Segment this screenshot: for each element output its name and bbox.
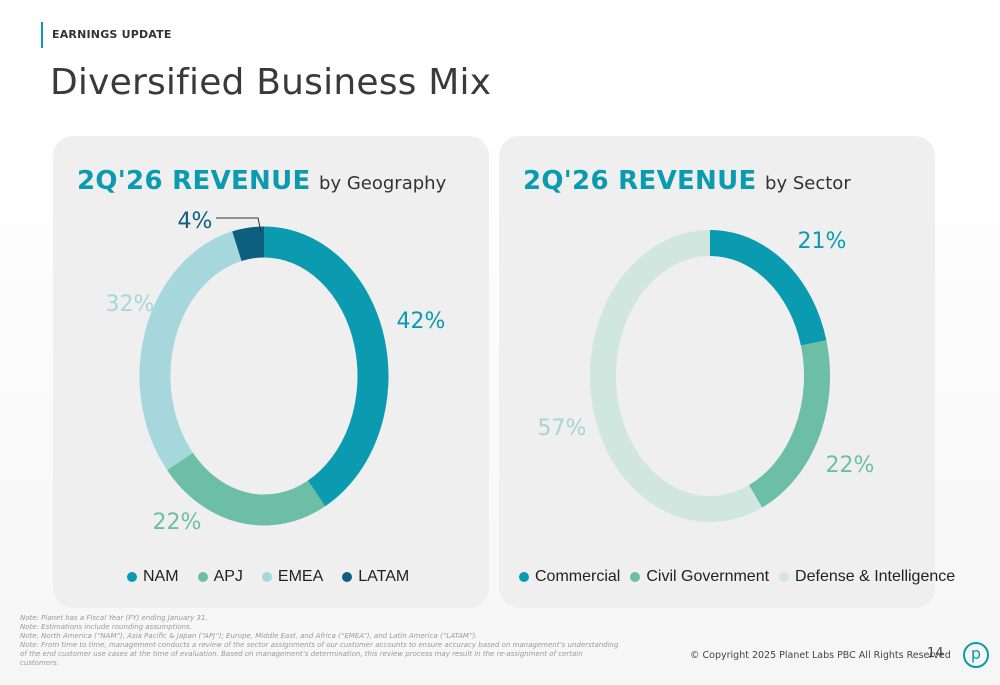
geography-chart-panel: 2Q'26 REVENUE by Geography 42% 22% 32% 4% N… — [53, 136, 489, 608]
legend-swatch — [261, 572, 272, 582]
donut-slice-commercial — [709, 230, 827, 346]
legend-swatch — [342, 572, 353, 582]
geography-chart-subtitle: by Geography — [319, 173, 447, 194]
legend-item-commercial: Commercial — [519, 568, 620, 586]
geography-legend: NAM APJ EMEA LATAM — [127, 568, 428, 586]
footnote: Note: Planet has a Fiscal Year (FY) endi… — [20, 614, 208, 622]
copyright-text: © Copyright 2025 Planet Labs PBC All Rig… — [690, 650, 951, 661]
planet-logo: p — [963, 642, 989, 668]
data-label-latam: 4% — [178, 209, 213, 234]
legend-swatch — [630, 572, 641, 582]
sector-chart-panel: 2Q'26 REVENUE by Sector 21% 22% 57% Commer… — [499, 136, 955, 608]
legend-swatch — [519, 572, 529, 582]
page-title: Diversified Business Mix — [50, 62, 492, 103]
footnote: Note: North America (“NAM”), Asia Pacifi… — [20, 632, 478, 640]
geography-donut-chart: 42% 22% 32% 4% — [106, 209, 446, 535]
footnotes: Note: Planet has a Fiscal Year (FY) endi… — [20, 614, 620, 668]
data-label-apj: 22% — [153, 510, 202, 535]
legend-label: EMEA — [277, 568, 324, 585]
donut-slice-nam — [263, 226, 389, 507]
sector-chart-title-main: 2Q'26 REVENUE — [523, 166, 757, 196]
legend-label: NAM — [143, 568, 179, 585]
legend-item-emea: EMEA — [261, 568, 324, 586]
legend-label: Civil Government — [646, 568, 770, 585]
data-label-civil-government: 22% — [826, 453, 875, 478]
legend-item-civil-government: Civil Government — [630, 568, 769, 586]
data-label-emea: 32% — [106, 292, 155, 317]
sector-donut-chart: 21% 22% 57% — [538, 229, 875, 522]
legend-label: Defense & Intelligence — [795, 568, 956, 585]
sector-chart-subtitle: by Sector — [765, 173, 851, 194]
footnote: Note: From time to time, management cond… — [20, 641, 619, 667]
sector-legend: Commercial Civil Government Defense & Inte… — [519, 568, 965, 586]
data-label-nam: 42% — [397, 309, 446, 334]
legend-item-defense-intelligence: Defense & Intelligence — [779, 568, 955, 586]
legend-label: APJ — [213, 568, 243, 585]
data-label-defense-intelligence: 57% — [538, 416, 587, 441]
donut-slice-latam — [232, 226, 265, 262]
geography-chart-title: 2Q'26 REVENUE by Geography — [77, 166, 446, 196]
donut-slice-emea — [139, 231, 242, 471]
footnote: Note: Estimations include rounding assum… — [20, 623, 192, 631]
donut-slice-civil-government — [748, 340, 830, 508]
legend-item-nam: NAM — [127, 568, 179, 586]
legend-label: LATAM — [358, 568, 410, 585]
data-label-commercial: 21% — [798, 229, 847, 254]
page-number: 14 — [927, 646, 944, 661]
label-leader-line — [216, 217, 262, 233]
legend-swatch — [779, 572, 790, 582]
legend-item-apj: APJ — [197, 568, 243, 586]
legend-label: Commercial — [535, 568, 621, 585]
legend-swatch — [197, 572, 208, 582]
legend-item-latam: LATAM — [342, 568, 409, 586]
legend-swatch — [127, 572, 137, 582]
sector-chart-title: 2Q'26 REVENUE by Sector — [523, 166, 851, 196]
section-eyebrow: EARNINGS UPDATE — [41, 22, 172, 48]
donut-slice-defense-intelligence — [590, 230, 763, 522]
donut-slice-apj — [167, 452, 326, 526]
geography-chart-title-main: 2Q'26 REVENUE — [77, 166, 311, 196]
